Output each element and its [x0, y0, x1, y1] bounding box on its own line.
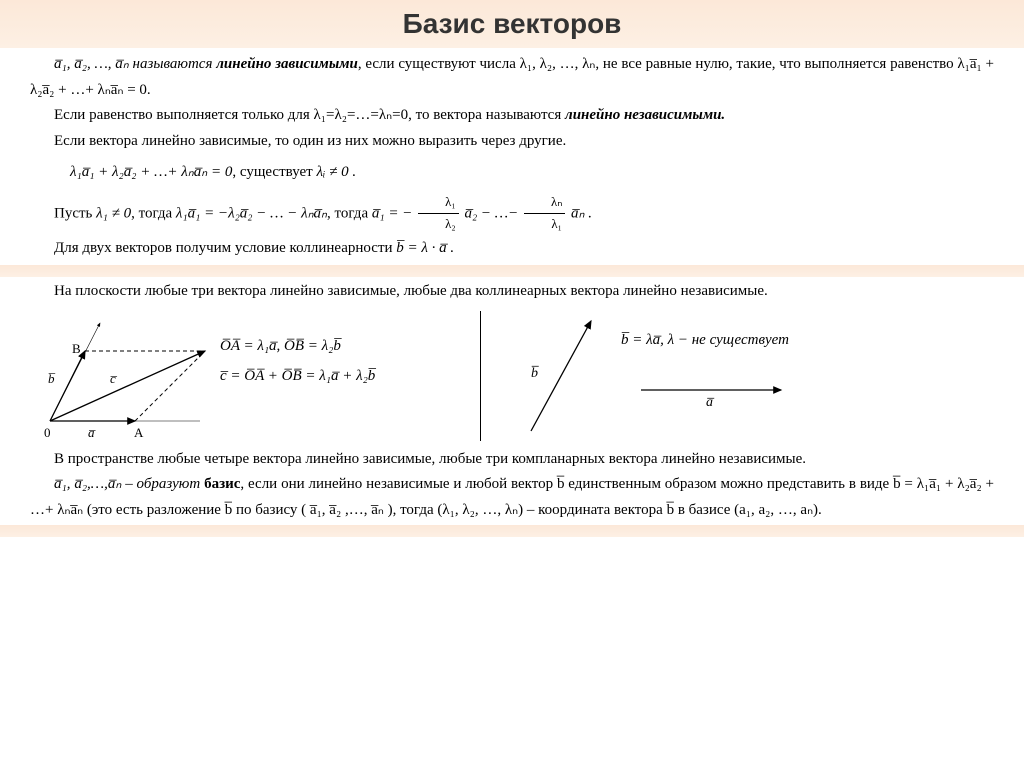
section-divider-2 — [0, 525, 1024, 537]
label-b2: b̅ — [531, 366, 538, 382]
section-2: На плоскости любые три вектора линейно з… — [0, 277, 1024, 307]
equation-sum-zero: λ₁a̅₁ + λ₂a̅₂ + …+ λₙa̅ₙ = 0, существует… — [70, 160, 994, 186]
para-express: Если вектора линейно зависимые, то один … — [30, 129, 994, 155]
p4-c-pre: a̅₁ = − — [372, 205, 416, 221]
p4-pre: Пусть — [54, 205, 96, 221]
eq-c: c̅ = O̅A̅ + O̅B̅ = λ₁a̅ + λ₂b̅ — [220, 361, 460, 391]
diagram-right: b̅ = λa̅, λ − не существует a̅ — [621, 311, 881, 425]
diagram-equations: O̅A̅ = λ₁a̅, O̅B̅ = λ₂b̅ c̅ = O̅A̅ + O̅B… — [220, 311, 460, 391]
p4-a: λ₁ ≠ 0 — [96, 205, 131, 221]
frac-2: λₙλ₁ — [524, 192, 565, 236]
para-solve: Пусть λ₁ ≠ 0, тогда λ₁a̅₁ = −λ₂a̅₂ − … −… — [30, 192, 994, 236]
diagram-vector-b: b̅ — [501, 311, 621, 441]
p8-pre: a̅₁, a̅₂,…,a̅ₙ – образуют — [54, 476, 204, 492]
p4-c-post: a̅ₙ . — [567, 205, 592, 221]
eq-oa-ob: O̅A̅ = λ₁a̅, O̅B̅ = λ₂b̅ — [220, 331, 460, 361]
para-linear-independent: Если равенство выполняется только для λ₁… — [30, 103, 994, 129]
eq1-post: , существует — [232, 164, 316, 180]
p4-mid2: , тогда — [327, 205, 372, 221]
diagram-parallelogram: 0 a̅ A b̅ B c̅ — [30, 311, 220, 441]
diagram-vector-a: a̅ — [621, 365, 801, 425]
eq1-main: λ₁a̅₁ + λ₂a̅₂ + …+ λₙa̅ₙ = 0 — [70, 164, 232, 180]
p2-term: линейно независимыми. — [565, 107, 725, 123]
label-b: b̅ — [48, 371, 55, 387]
para-linear-dependent: a̅₁, a̅₂, …, a̅ₙ называются линейно зави… — [30, 52, 994, 103]
p5-pre: Для двух векторов получим условие коллин… — [54, 240, 396, 256]
p8-term: базис — [204, 476, 240, 492]
frac-1: λ₁λ₂ — [418, 192, 459, 236]
para-basis: a̅₁, a̅₂,…,a̅ₙ – образуют базис, если он… — [30, 472, 994, 523]
section-1: a̅₁, a̅₂, …, a̅ₙ называются линейно зави… — [0, 48, 1024, 265]
p2-pre: Если равенство выполняется только для λ₁… — [54, 107, 565, 123]
para-collinear: Для двух векторов получим условие коллин… — [30, 236, 994, 262]
para-plane: На плоскости любые три вектора линейно з… — [30, 279, 994, 305]
p4-c-mid: a̅₂ − …− — [461, 205, 522, 221]
vec-b-svg — [501, 311, 621, 441]
label-A: A — [134, 425, 143, 441]
frac2-den: λ₁ — [524, 214, 565, 236]
label-c: c̅ — [110, 371, 116, 387]
para-space: В пространстве любые четыре вектора лине… — [30, 447, 994, 473]
vertical-divider — [480, 311, 481, 441]
parallelogram-svg — [30, 311, 220, 441]
frac1-den: λ₂ — [418, 214, 459, 236]
diagram-row: 0 a̅ A b̅ B c̅ O̅A̅ = λ₁a̅, O̅B̅ = λ₂b̅ … — [0, 307, 1024, 445]
p1-vectors: a̅₁, a̅₂, …, a̅ₙ называются — [54, 56, 216, 72]
p1-term: линейно зависимыми — [216, 56, 358, 72]
frac2-num: λₙ — [524, 192, 565, 215]
frac1-num: λ₁ — [418, 192, 459, 215]
label-B: B — [72, 341, 81, 357]
p4-mid: , тогда — [131, 205, 176, 221]
eq1-after: λᵢ ≠ 0 . — [316, 164, 356, 180]
label-O: 0 — [44, 425, 51, 441]
section-divider-1 — [0, 265, 1024, 277]
section-3: В пространстве любые четыре вектора лине… — [0, 445, 1024, 526]
page-title: Базис векторов — [0, 0, 1024, 48]
eq-no-lambda: b̅ = λa̅, λ − не существует — [621, 311, 881, 355]
label-a2: a̅ — [706, 395, 713, 411]
p4-b: λ₁a̅₁ = −λ₂a̅₂ − … − λₙa̅ₙ — [176, 205, 327, 221]
label-a: a̅ — [88, 425, 95, 441]
p5-eq: b̅ = λ · a̅ . — [396, 240, 454, 256]
